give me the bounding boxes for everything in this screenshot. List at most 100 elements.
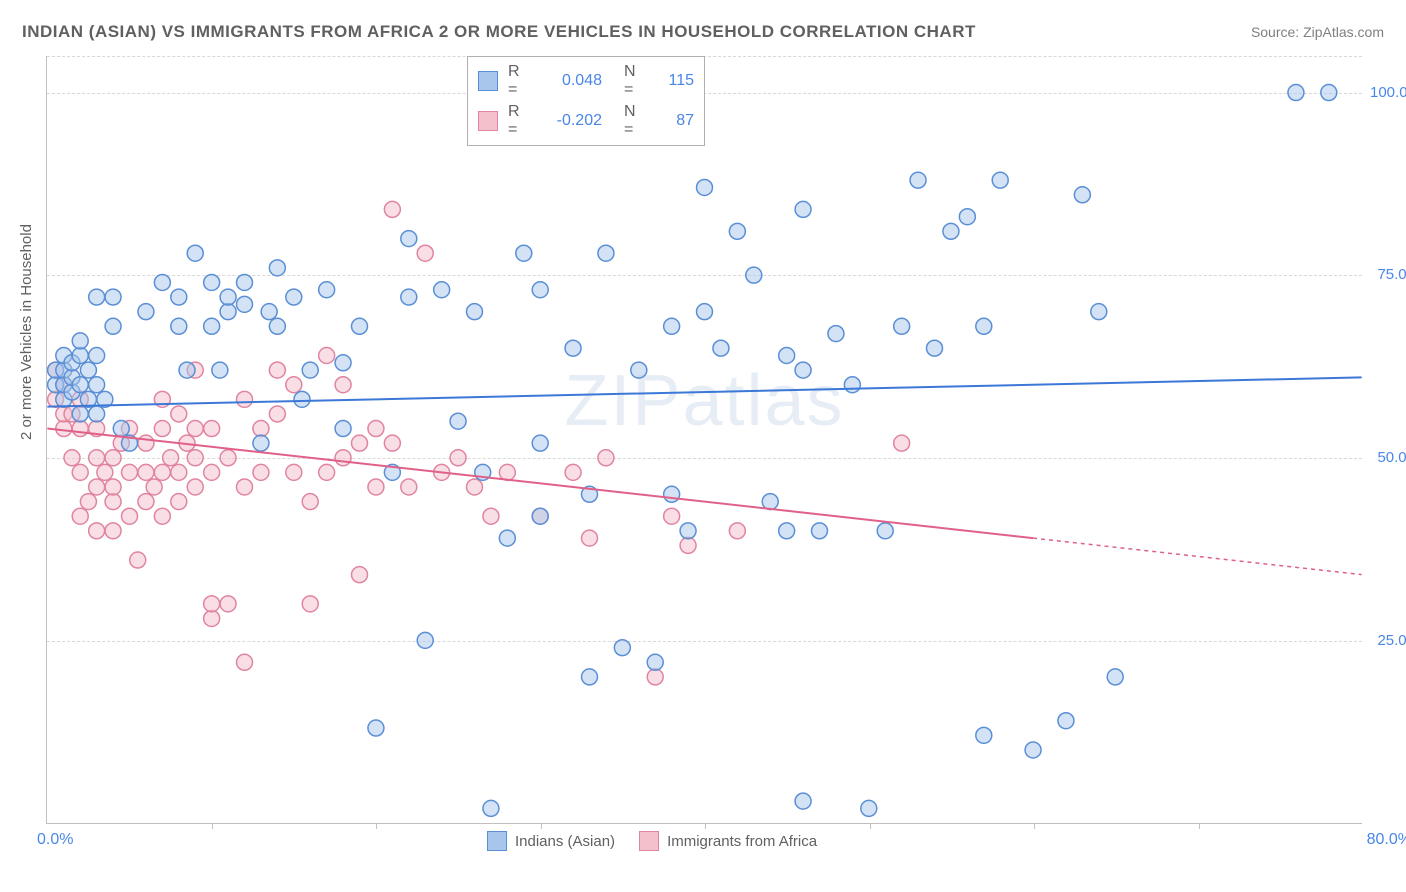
data-point [779, 523, 795, 539]
data-point [187, 450, 203, 466]
x-tick [705, 823, 706, 829]
data-point [187, 421, 203, 437]
series-swatch [639, 831, 659, 851]
data-point [532, 282, 548, 298]
trend-line-extrapolated [1033, 538, 1362, 575]
data-point [187, 245, 203, 261]
data-point [154, 464, 170, 480]
data-point [844, 377, 860, 393]
data-point [368, 720, 384, 736]
data-point [302, 596, 318, 612]
data-point [779, 348, 795, 364]
data-point [171, 318, 187, 334]
data-point [269, 362, 285, 378]
series-legend: Indians (Asian) Immigrants from Africa [487, 831, 817, 851]
data-point [368, 421, 384, 437]
data-point [483, 800, 499, 816]
data-point [261, 304, 277, 320]
data-point [401, 289, 417, 305]
data-point [97, 464, 113, 480]
n-label: N = [624, 103, 648, 139]
data-point [795, 793, 811, 809]
data-point [138, 435, 154, 451]
data-point [302, 362, 318, 378]
data-point [89, 348, 105, 364]
data-point [80, 494, 96, 510]
data-point [434, 282, 450, 298]
correlation-legend: R = 0.048 N = 115 R = -0.202 N = 87 [467, 56, 705, 146]
data-point [154, 508, 170, 524]
data-point [146, 479, 162, 495]
data-point [294, 391, 310, 407]
x-tick [1034, 823, 1035, 829]
legend-item: Indians (Asian) [487, 831, 615, 851]
data-point [269, 318, 285, 334]
legend-row: R = 0.048 N = 115 [478, 61, 694, 101]
data-point [204, 596, 220, 612]
data-point [927, 340, 943, 356]
data-point [89, 289, 105, 305]
data-point [664, 318, 680, 334]
data-point [89, 450, 105, 466]
data-point [171, 406, 187, 422]
data-point [1091, 304, 1107, 320]
data-point [499, 464, 515, 480]
data-point [680, 523, 696, 539]
data-point [302, 494, 318, 510]
data-point [532, 508, 548, 524]
data-point [105, 479, 121, 495]
data-point [335, 421, 351, 437]
data-point [877, 523, 893, 539]
data-point [352, 567, 368, 583]
data-point [89, 377, 105, 393]
data-point [319, 348, 335, 364]
data-point [138, 494, 154, 510]
data-point [179, 362, 195, 378]
legend-item: Immigrants from Africa [639, 831, 817, 851]
data-point [401, 231, 417, 247]
data-point [253, 464, 269, 480]
data-point [697, 179, 713, 195]
data-point [105, 450, 121, 466]
data-point [319, 464, 335, 480]
data-point [204, 318, 220, 334]
data-point [122, 508, 138, 524]
data-point [138, 464, 154, 480]
data-point [105, 289, 121, 305]
n-value: 87 [658, 112, 694, 130]
data-point [237, 479, 253, 495]
data-point [237, 274, 253, 290]
data-point [532, 435, 548, 451]
data-point [204, 464, 220, 480]
data-point [72, 377, 88, 393]
legend-label: Immigrants from Africa [667, 833, 817, 850]
data-point [992, 172, 1008, 188]
data-point [220, 304, 236, 320]
data-point [894, 318, 910, 334]
data-point [335, 355, 351, 371]
y-tick-label: 75.0% [1370, 266, 1406, 283]
data-point [647, 669, 663, 685]
data-point [401, 479, 417, 495]
data-point [1288, 85, 1304, 101]
data-point [72, 464, 88, 480]
data-point [319, 282, 335, 298]
data-point [237, 654, 253, 670]
data-point [269, 406, 285, 422]
data-point [80, 362, 96, 378]
x-tick [212, 823, 213, 829]
data-point [417, 245, 433, 261]
data-point [204, 274, 220, 290]
data-point [253, 421, 269, 437]
x-tick [870, 823, 871, 829]
data-point [220, 450, 236, 466]
data-point [384, 435, 400, 451]
series-swatch [478, 71, 498, 91]
data-point [417, 632, 433, 648]
chart-title: INDIAN (ASIAN) VS IMMIGRANTS FROM AFRICA… [22, 22, 976, 42]
data-point [253, 435, 269, 451]
data-point [72, 406, 88, 422]
data-point [113, 421, 129, 437]
n-value: 115 [658, 72, 694, 90]
data-point [368, 479, 384, 495]
